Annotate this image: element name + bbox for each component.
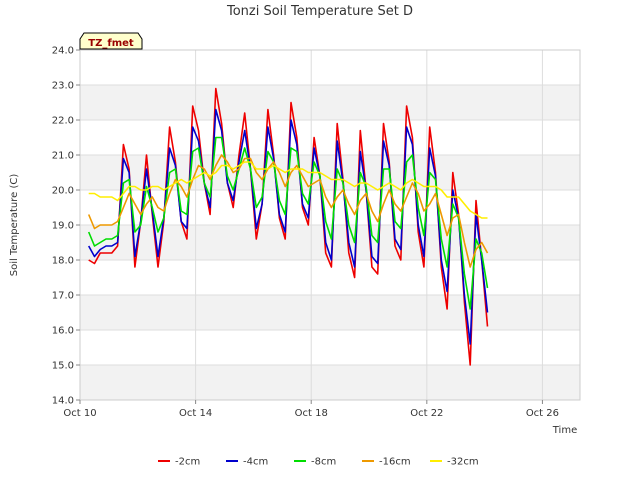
series-line-16cm xyxy=(87,154,489,268)
y-tick-label: 18.0 xyxy=(52,256,74,267)
site-badge-label: TZ_fmet xyxy=(88,38,134,49)
y-tick-label: 19.0 xyxy=(52,221,74,232)
y-tick-label: 21.0 xyxy=(52,151,74,162)
legend-label: -8cm xyxy=(311,457,336,468)
background-band xyxy=(80,365,580,400)
x-tick-label: Oct 14 xyxy=(179,408,212,419)
legend-label: -2cm xyxy=(175,457,200,468)
x-tick-label: Oct 22 xyxy=(410,408,443,419)
y-axis-ticks: 14.0 15.0 16.0 17.0 18.0 19.0 20.0 21.0 22.0 23.0… xyxy=(52,46,80,407)
legend-item: -8cm xyxy=(294,457,336,468)
y-tick-label: 24.0 xyxy=(52,46,74,57)
legend-item: -16cm xyxy=(362,457,411,468)
series-lines xyxy=(87,87,489,366)
series-line-32cm xyxy=(88,161,488,219)
legend-item: -2cm xyxy=(158,457,200,468)
chart-title: Tonzi Soil Temperature Set D xyxy=(226,4,413,19)
site-badge: TZ_fmet xyxy=(79,32,143,50)
y-tick-label: 23.0 xyxy=(52,81,74,92)
background-band xyxy=(80,155,580,190)
background-band xyxy=(80,295,580,330)
legend-item: -4cm xyxy=(226,457,268,468)
y-tick-label: 22.0 xyxy=(52,116,74,127)
legend-label: -4cm xyxy=(243,457,268,468)
x-axis-ticks: Oct 10 Oct 14 Oct 18 Oct 22 Oct 26 xyxy=(63,400,559,419)
legend: -2cm -4cm -8cm -16cm -32cm xyxy=(158,457,479,468)
y-tick-label: 14.0 xyxy=(52,396,74,407)
y-tick-label: 16.0 xyxy=(52,326,74,337)
y-tick-label: 17.0 xyxy=(52,291,74,302)
y-axis-label: Soil Temperature (C) xyxy=(9,174,20,277)
x-axis-label: Time xyxy=(552,425,577,436)
x-tick-label: Oct 26 xyxy=(526,408,559,419)
legend-label: -16cm xyxy=(379,457,411,468)
legend-label: -32cm xyxy=(447,457,479,468)
x-tick-label: Oct 10 xyxy=(63,408,96,419)
background-band xyxy=(80,85,580,120)
background-bands xyxy=(80,85,580,400)
site-badge-shape xyxy=(79,32,143,50)
y-tick-label: 15.0 xyxy=(52,361,74,372)
legend-item: -32cm xyxy=(430,457,479,468)
x-tick-label: Oct 18 xyxy=(295,408,328,419)
y-tick-label: 20.0 xyxy=(52,186,74,197)
